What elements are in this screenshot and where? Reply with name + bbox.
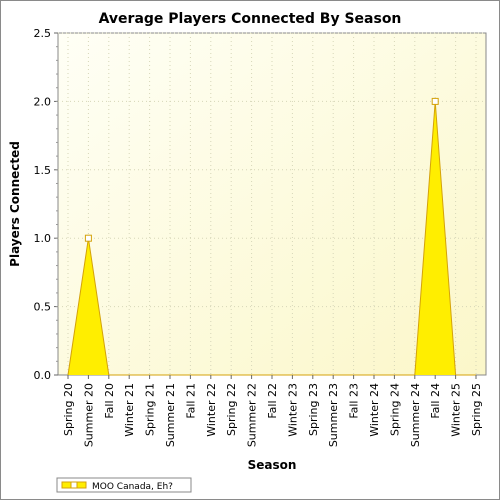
y-axis: 0.0 0.5 1.0 1.5 2.0 2.5 (34, 27, 58, 382)
legend-box (56, 477, 192, 493)
x-tick-label: Summer 23 (327, 383, 340, 447)
x-tick-label: Fall 20 (103, 383, 116, 419)
x-tick-label: Fall 22 (266, 383, 279, 419)
y-tick-label: 2.0 (34, 95, 52, 108)
y-tick-label: 2.5 (34, 27, 52, 40)
x-tick-label: Winter 23 (286, 383, 299, 437)
x-tick-label: Spring 21 (144, 383, 157, 436)
x-tick-label: Summer 20 (82, 383, 95, 447)
legend-label: MOO Canada, Eh? (92, 482, 173, 492)
x-tick-label: Spring 25 (470, 383, 483, 436)
x-tick-label: Spring 23 (307, 383, 320, 436)
x-axis: Spring 20 Summer 20 Fall 20 Winter 21 Spring… (62, 375, 483, 447)
x-tick-label: Summer 24 (409, 383, 422, 447)
x-tick-label: Fall 23 (348, 383, 361, 419)
x-tick-label: Spring 22 (225, 383, 238, 436)
x-tick-label: Spring 20 (62, 383, 75, 436)
x-tick-label: Spring 24 (388, 383, 401, 436)
x-tick-label: Fall 21 (184, 383, 197, 419)
x-tick-label: Summer 22 (246, 383, 259, 447)
x-tick-label: Summer 21 (164, 383, 177, 447)
x-axis-title: Season (248, 458, 297, 472)
y-tick-label: 1.0 (34, 232, 52, 245)
y-axis-title: Players Connected (8, 141, 22, 267)
x-tick-label: Winter 25 (450, 383, 463, 437)
chart-title: Average Players Connected By Season (99, 11, 402, 27)
y-tick-label: 0.5 (34, 301, 52, 314)
x-tick-label: Fall 24 (429, 383, 442, 419)
data-point[interactable] (84, 234, 92, 242)
series-area (68, 101, 476, 376)
legend-marker (70, 481, 78, 489)
x-tick-label: Winter 24 (368, 383, 381, 437)
y-tick-label: 0.0 (34, 369, 52, 382)
x-tick-label: Winter 21 (123, 383, 136, 437)
x-tick-label: Winter 22 (205, 383, 218, 437)
data-point[interactable] (431, 97, 439, 105)
legend[interactable]: MOO Canada, Eh? (56, 477, 192, 493)
y-tick-label: 1.5 (34, 164, 52, 177)
